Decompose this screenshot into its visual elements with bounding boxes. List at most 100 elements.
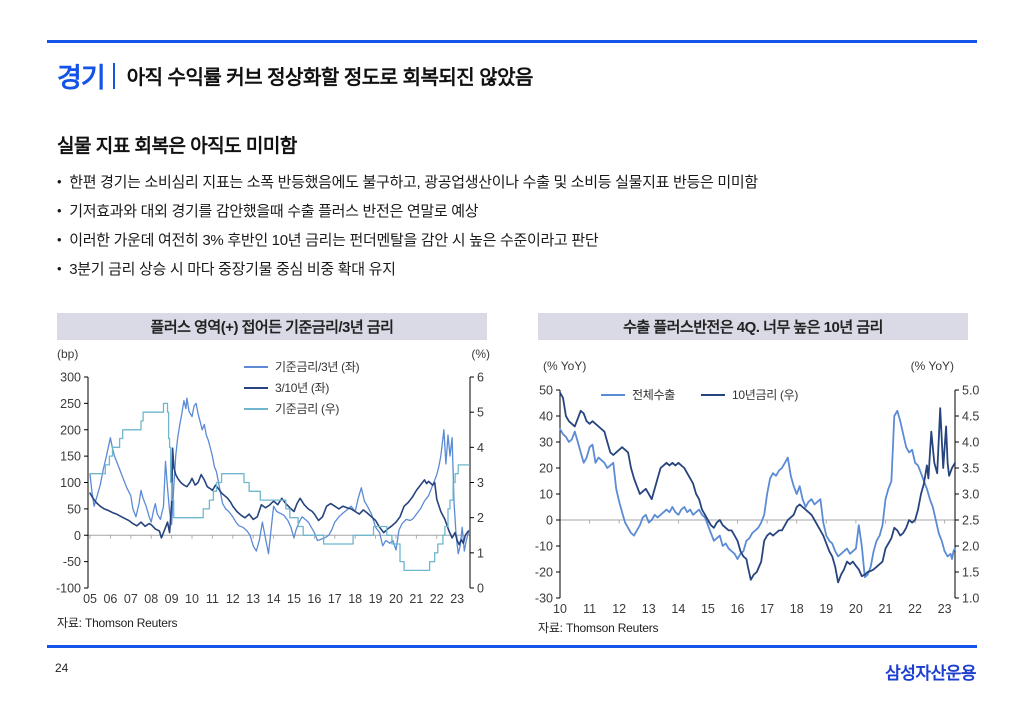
- legend-label: 기준금리 (우): [275, 402, 340, 416]
- svg-text:-20: -20: [535, 566, 553, 580]
- series-line-1: [89, 447, 470, 546]
- svg-text:0: 0: [74, 529, 81, 543]
- chart2-title-band: 수출 플러스반전은 4Q. 너무 높은 10년 금리: [538, 313, 968, 340]
- svg-text:2: 2: [477, 511, 484, 525]
- svg-text:08: 08: [144, 592, 158, 606]
- svg-text:23: 23: [450, 592, 464, 606]
- svg-text:19: 19: [819, 602, 833, 616]
- legend-item: 10년금리 (우): [700, 386, 799, 403]
- y-axis-right: 5.0 4.5 4.0 3.5 3.0 2.5 2.0 1.5 1.0: [954, 384, 979, 606]
- svg-text:13: 13: [246, 592, 260, 606]
- legend-swatch: [244, 365, 268, 368]
- legend-swatch: [601, 393, 625, 396]
- series-line-2: [89, 402, 471, 572]
- legend-label: 전체수출: [632, 388, 675, 402]
- page-number: 24: [55, 661, 69, 675]
- chart2-right-axis-unit: (% YoY): [910, 359, 954, 373]
- svg-text:150: 150: [60, 450, 81, 464]
- chart1-right-axis-unit: (%): [471, 347, 490, 361]
- category-divider: [112, 62, 115, 89]
- page-header: 경기 아직 수익률 커브 정상화할 정도로 회복되진 않았음: [57, 56, 533, 95]
- svg-text:10: 10: [553, 602, 567, 616]
- chart1-title: 플러스 영역(+) 접어든 기준금리/3년 금리: [150, 319, 394, 336]
- page-title: 아직 수익률 커브 정상화할 정도로 회복되진 않았음: [126, 67, 534, 89]
- svg-text:40: 40: [539, 410, 553, 424]
- y-axis-left: 50 40 30 20 10 0 -10 -20 -30: [535, 384, 561, 606]
- x-axis-labels: 10 11 12 13 14 15 16 17 18 19 20 21 22 23: [553, 602, 952, 616]
- svg-text:50: 50: [67, 502, 81, 516]
- legend-label: 10년금리 (우): [731, 388, 799, 402]
- chart1-title-band: 플러스 영역(+) 접어든 기준금리/3년 금리: [57, 313, 487, 340]
- bullet-item-4: 3분기 금리 상승 시 마다 중장기물 중심 비중 확대 유지: [57, 255, 917, 284]
- legend-item: 기준금리 (우): [244, 400, 359, 417]
- svg-text:18: 18: [790, 602, 804, 616]
- bullet-list: 한편 경기는 소비심리 지표는 소폭 반등했음에도 불구하고, 광공업생산이나 …: [57, 168, 917, 284]
- svg-text:12: 12: [226, 592, 240, 606]
- svg-text:16: 16: [307, 592, 321, 606]
- svg-text:3: 3: [477, 476, 484, 490]
- svg-text:-30: -30: [535, 592, 553, 606]
- legend-item: 전체수출: [601, 386, 675, 403]
- svg-text:5.0: 5.0: [962, 384, 979, 398]
- svg-text:5: 5: [477, 406, 484, 420]
- svg-text:22: 22: [430, 592, 444, 606]
- svg-text:07: 07: [124, 592, 138, 606]
- svg-text:30: 30: [539, 436, 553, 450]
- svg-text:2.0: 2.0: [962, 540, 979, 554]
- legend-item: 기준금리/3년 (좌): [244, 358, 360, 375]
- svg-text:250: 250: [60, 397, 81, 411]
- svg-text:50: 50: [539, 384, 553, 398]
- svg-text:2.5: 2.5: [962, 514, 979, 528]
- svg-text:15: 15: [287, 592, 301, 606]
- svg-text:11: 11: [583, 602, 596, 616]
- svg-text:14: 14: [267, 592, 281, 606]
- svg-text:3.0: 3.0: [962, 488, 979, 502]
- chart2-left-axis-unit: (% YoY): [543, 359, 587, 373]
- svg-text:14: 14: [671, 602, 685, 616]
- svg-text:3.5: 3.5: [962, 462, 979, 476]
- legend-swatch: [244, 386, 268, 389]
- svg-text:17: 17: [328, 592, 342, 606]
- svg-text:100: 100: [60, 476, 81, 490]
- svg-text:300: 300: [60, 371, 81, 385]
- svg-text:-50: -50: [63, 555, 81, 569]
- svg-text:20: 20: [849, 602, 863, 616]
- svg-text:19: 19: [369, 592, 383, 606]
- svg-text:200: 200: [60, 423, 81, 437]
- svg-text:10: 10: [539, 488, 553, 502]
- svg-text:-100: -100: [56, 582, 81, 596]
- bullet-item-3: 이러한 가운데 여전히 3% 후반인 10년 금리는 펀더멘탈을 감안 시 높은…: [57, 226, 917, 255]
- chart1-left-axis-unit: (bp): [57, 347, 79, 361]
- svg-text:4.5: 4.5: [962, 410, 979, 424]
- legend-swatch: [244, 407, 268, 410]
- svg-text:1: 1: [477, 546, 484, 560]
- zero-gridline: [88, 534, 470, 539]
- svg-text:-10: -10: [535, 540, 553, 554]
- chart2-plot: 50 40 30 20 10 0 -10 -20 -30 5.0 4.5 4.0 3.5 3.0 2.5 2.…: [535, 384, 980, 617]
- legend-swatch: [700, 393, 725, 396]
- svg-text:15: 15: [701, 602, 715, 616]
- legend-label: 3/10년 (좌): [275, 381, 330, 395]
- series-line-0: [559, 409, 956, 579]
- legend-item: 3/10년 (좌): [244, 379, 359, 396]
- svg-text:0: 0: [477, 582, 484, 596]
- bottom-rule: [47, 645, 977, 648]
- chart2-source: 자료: Thomson Reuters: [538, 621, 659, 635]
- y-axis-right: 6 5 4 3 2 1 0: [469, 371, 484, 596]
- chart1-source: 자료: Thomson Reuters: [57, 616, 178, 630]
- svg-text:16: 16: [731, 602, 745, 616]
- svg-text:13: 13: [642, 602, 656, 616]
- svg-text:06: 06: [103, 592, 117, 606]
- svg-text:18: 18: [348, 592, 362, 606]
- legend-label: 기준금리/3년 (좌): [275, 360, 360, 374]
- svg-text:1.0: 1.0: [962, 592, 979, 606]
- svg-text:11: 11: [206, 592, 219, 606]
- svg-text:23: 23: [938, 602, 952, 616]
- zero-gridline: [559, 519, 955, 524]
- svg-text:22: 22: [908, 602, 922, 616]
- x-axis-labels: 05 06 07 08 09 10 11 12 13 14 15 16 17 18 19 20 21 22 23: [83, 592, 464, 606]
- chart1-legend: 기준금리/3년 (좌) 3/10년 (좌) 기준금리 (우): [244, 358, 360, 417]
- company-logo: 삼성자산운용: [885, 664, 976, 683]
